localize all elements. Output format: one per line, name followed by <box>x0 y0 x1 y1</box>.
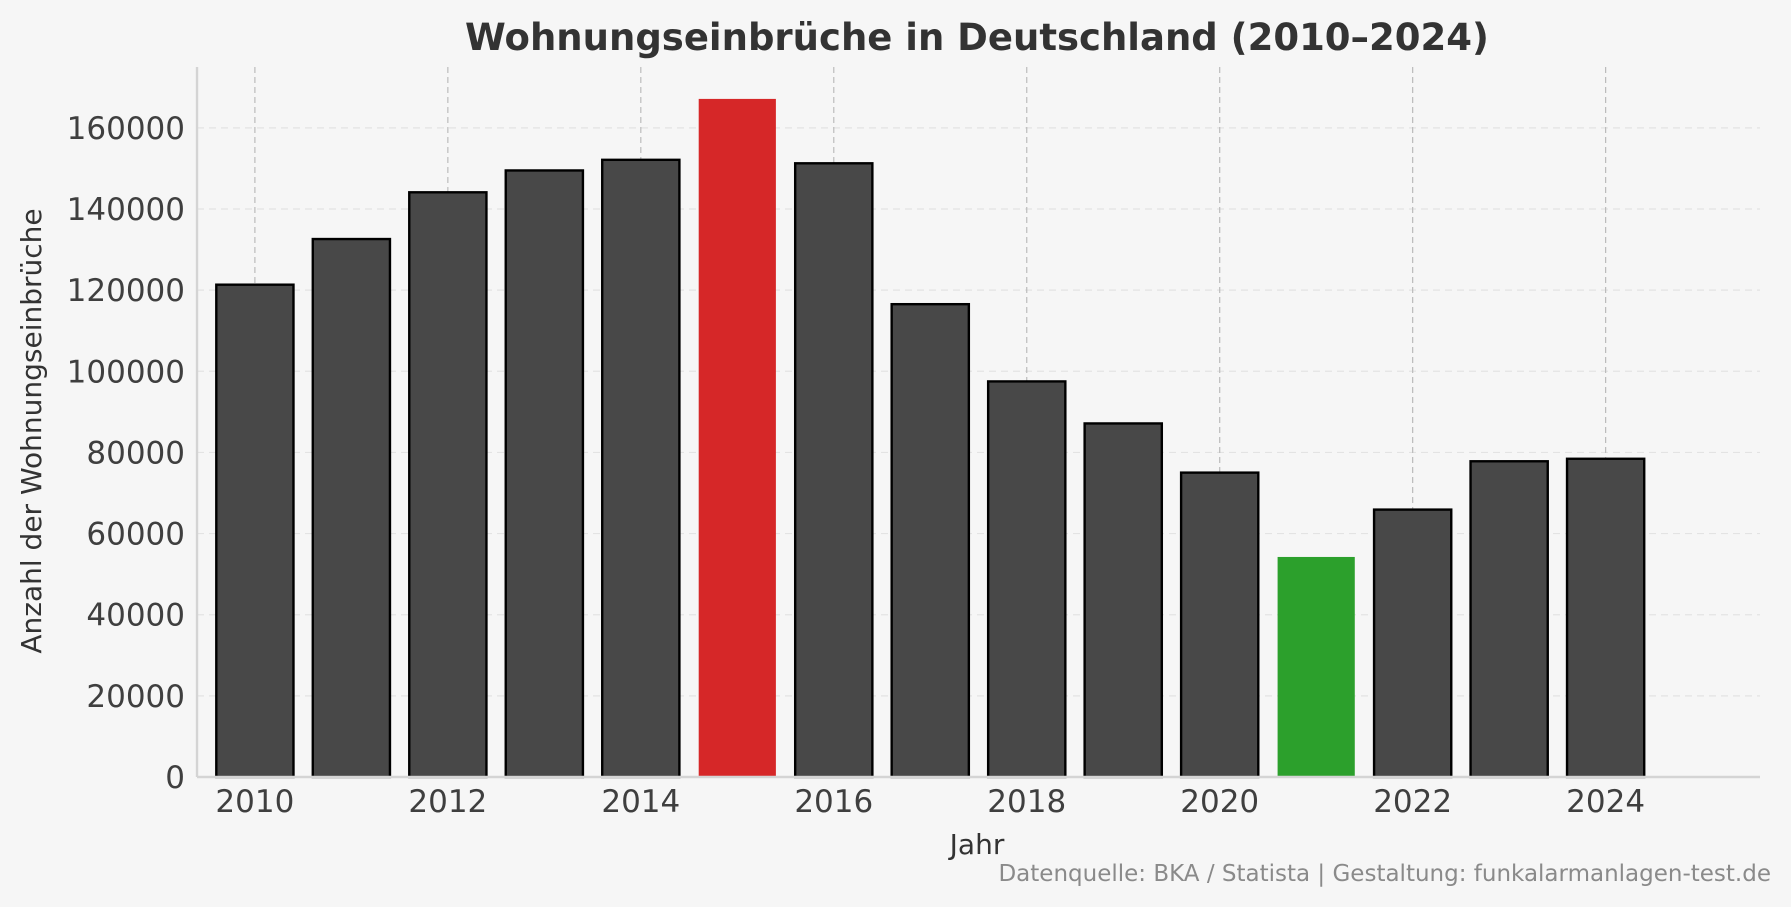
y-axis-label: Anzahl der Wohnungseinbrüche <box>15 208 48 653</box>
y-tick-label: 80000 <box>86 435 185 471</box>
y-tick-label: 140000 <box>67 192 185 228</box>
y-tick-label: 160000 <box>67 111 185 147</box>
chart-title: Wohnungseinbrüche in Deutschland (2010–2… <box>465 16 1489 59</box>
x-tick-label: 2016 <box>794 784 873 820</box>
x-tick-label: 2012 <box>408 784 487 820</box>
y-tick-label: 60000 <box>86 517 185 553</box>
bar-2024 <box>1565 457 1646 779</box>
bar-highlight-max-2015 <box>698 98 776 777</box>
bar-2012 <box>408 191 488 779</box>
bar-2013 <box>504 169 585 779</box>
x-tick-labels: 2010 2012 2014 2016 2018 2020 2022 2024 <box>215 784 1645 820</box>
bar-2019 <box>1083 422 1164 779</box>
bar-2018 <box>986 380 1067 779</box>
bar-2016 <box>793 162 874 779</box>
x-tick-label: 2018 <box>987 784 1066 820</box>
x-tick-label: 2022 <box>1373 784 1452 820</box>
bars <box>215 98 1646 779</box>
x-tick-label: 2020 <box>1180 784 1259 820</box>
y-tick-label: 120000 <box>67 273 185 309</box>
y-tick-label: 40000 <box>86 598 185 634</box>
x-tick-label: 2024 <box>1566 784 1645 820</box>
axes <box>195 67 1760 779</box>
data-source-note: Datenquelle: BKA / Statista | Gestaltung… <box>998 861 1771 887</box>
x-axis-label: Jahr <box>948 828 1005 861</box>
y-tick-label: 0 <box>165 760 185 796</box>
y-tick-label: 20000 <box>86 679 185 715</box>
bar-2023 <box>1469 460 1549 779</box>
y-tick-label: 100000 <box>67 354 185 390</box>
bar-2011 <box>311 237 392 779</box>
bar-2010 <box>215 283 295 779</box>
bar-2020 <box>1179 471 1260 779</box>
bar-2017 <box>890 302 971 779</box>
x-tick-label: 2010 <box>215 784 294 820</box>
bar-2014 <box>601 158 681 779</box>
bar-highlight-min-2021 <box>1277 556 1355 777</box>
x-tick-label: 2014 <box>601 784 680 820</box>
y-tick-labels: 0 20000 40000 60000 80000 100000 120000 140000 1… <box>67 111 185 796</box>
bar-2022 <box>1372 508 1453 779</box>
